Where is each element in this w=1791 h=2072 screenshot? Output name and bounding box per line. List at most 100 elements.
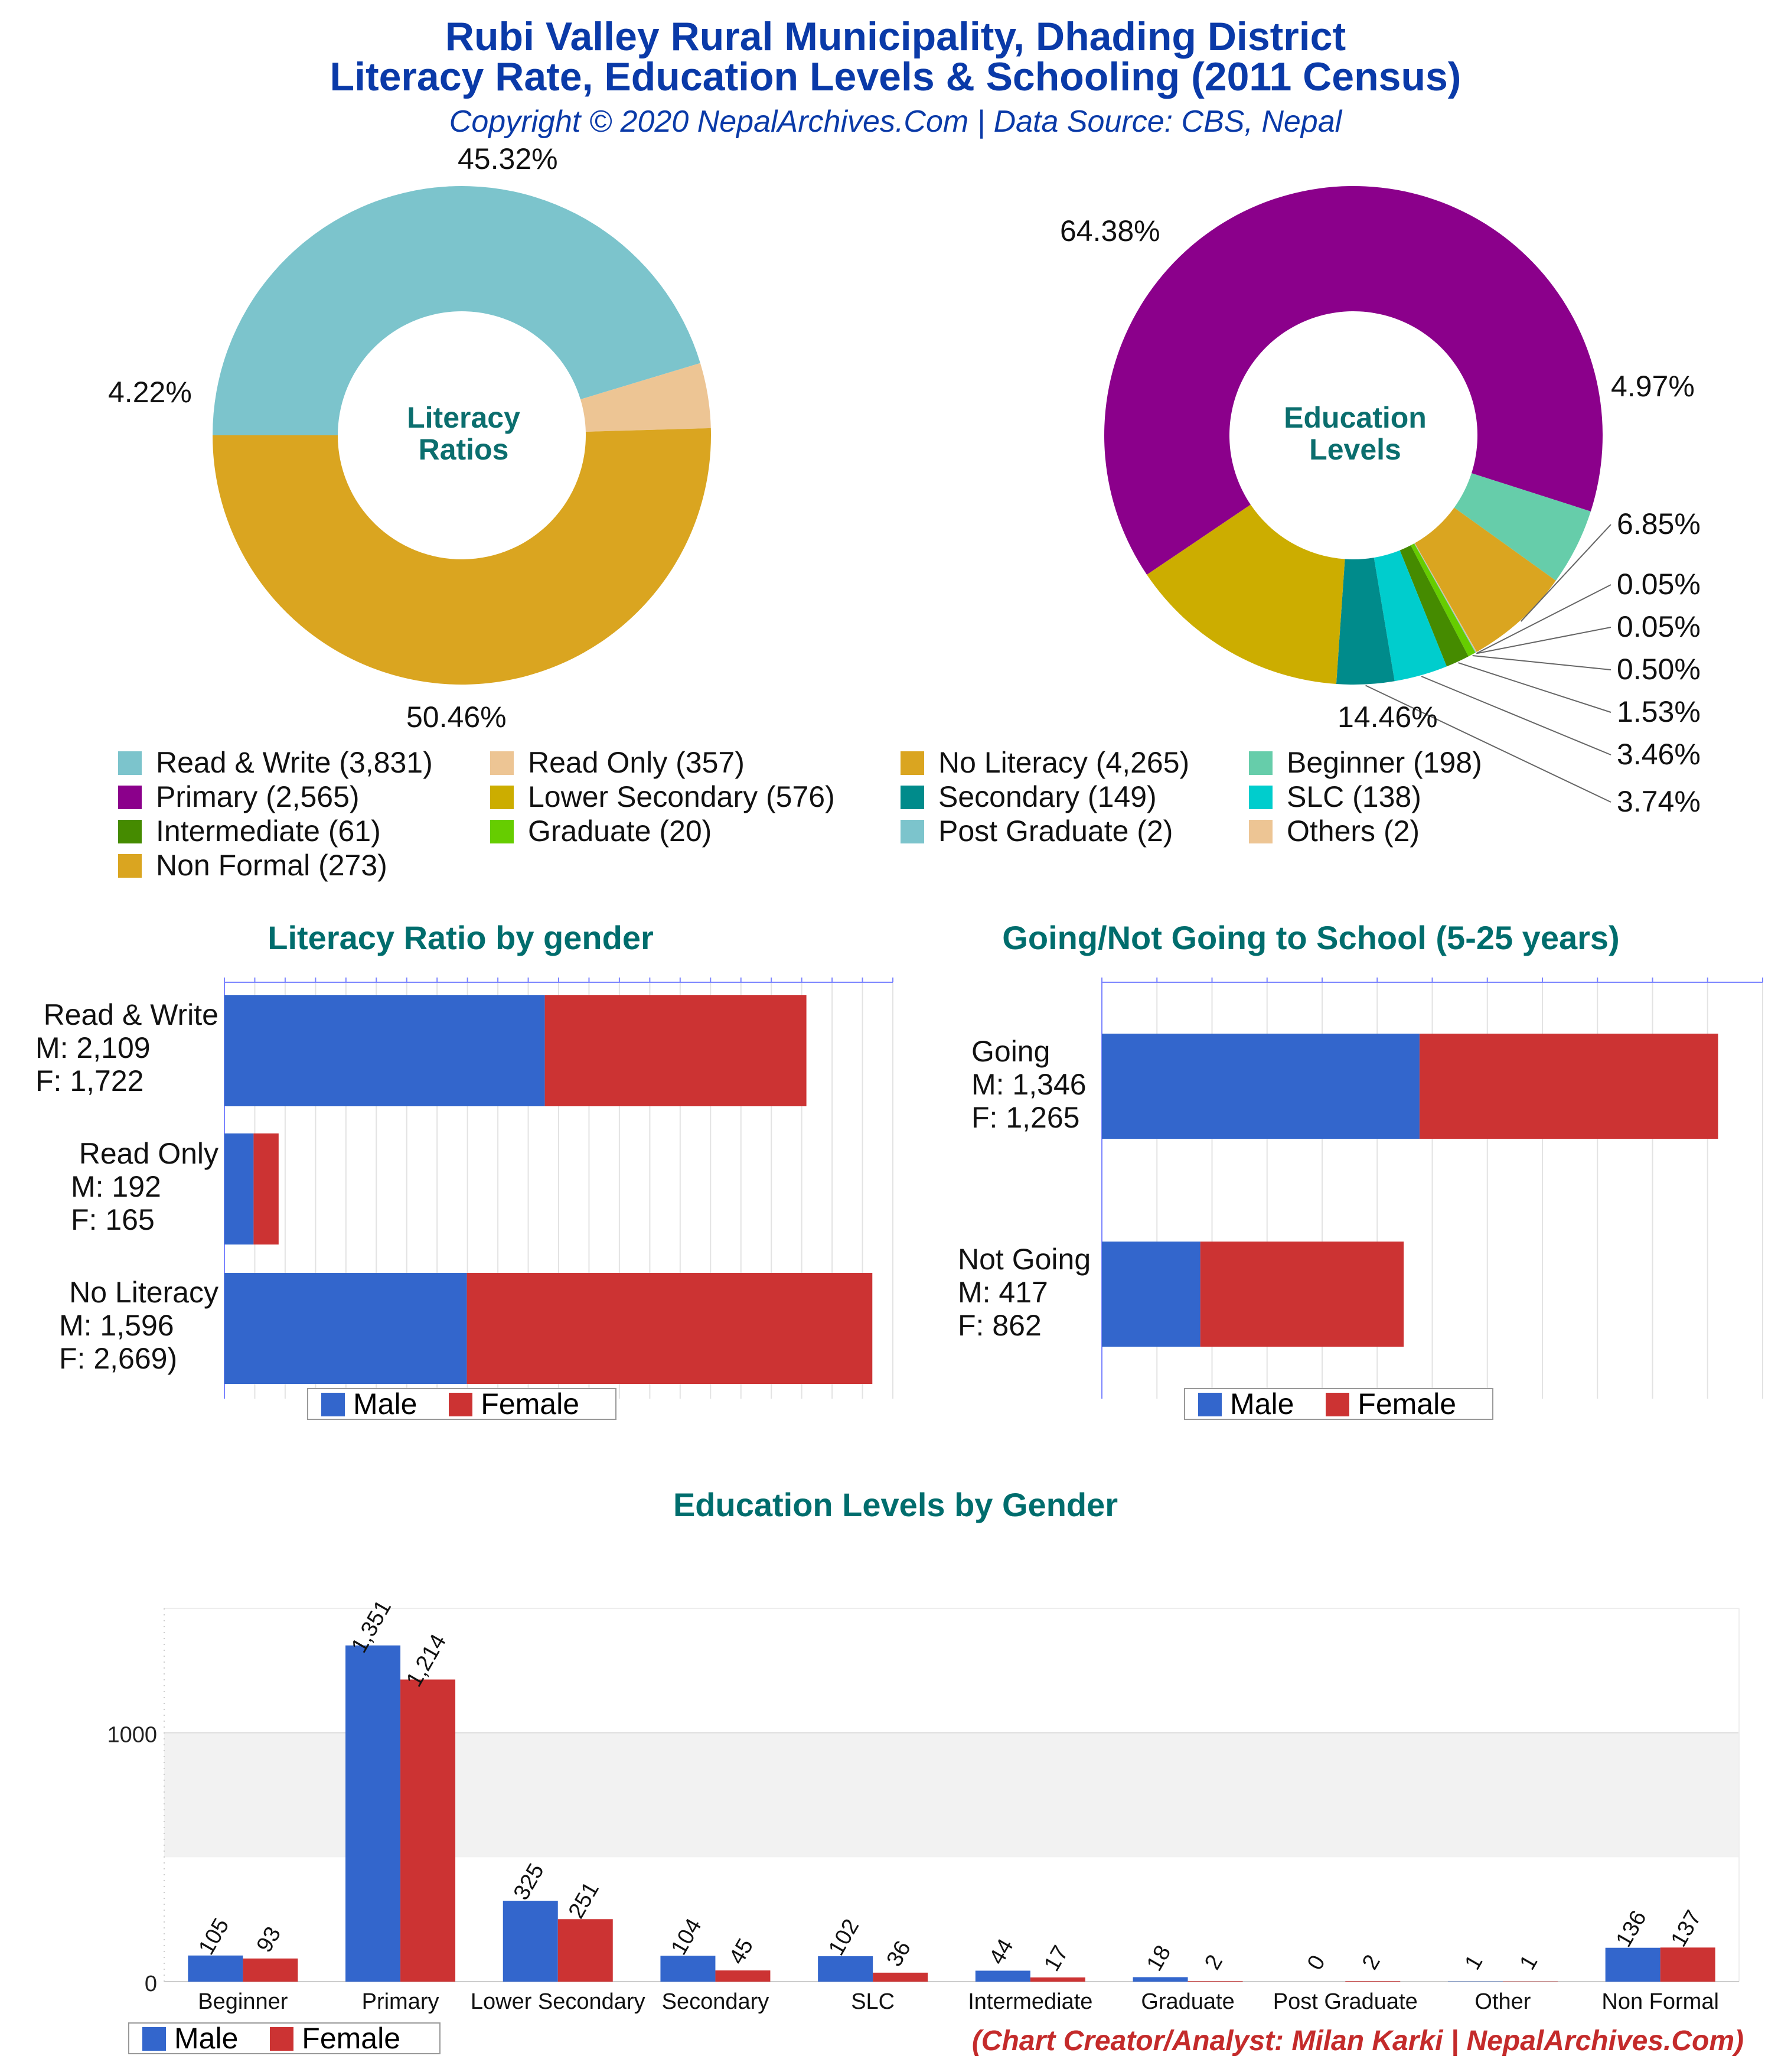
legend-label: Graduate (20) xyxy=(528,815,712,848)
leader-line-intermediate xyxy=(1458,662,1611,713)
bar-male-non-formal xyxy=(1605,1947,1660,1982)
y-tick-label: 0 xyxy=(145,1972,157,1996)
value-label-male-slc: 102 xyxy=(824,1915,864,1960)
education-levels-slice-non-formal xyxy=(1414,507,1556,652)
school-bar-label-not-going: Not Going M: 417 F: 862 xyxy=(958,1243,1091,1342)
x-tick-label-lower-secondary: Lower Secondary xyxy=(471,1989,645,2014)
bar-male-beginner xyxy=(188,1955,243,1982)
female-legend-label: Female xyxy=(302,2022,401,2055)
leader-line-slc xyxy=(1421,676,1611,755)
female-legend-label: Female xyxy=(481,1387,580,1421)
category-name: Read Only xyxy=(79,1137,218,1170)
legend-item-non-formal: Non Formal (273) xyxy=(118,848,387,882)
legend-item-secondary: Secondary (149) xyxy=(901,780,1157,814)
value-label-female-secondary: 45 xyxy=(725,1934,759,1969)
male-swatch xyxy=(142,2027,166,2051)
chart-subtitle: Copyright © 2020 NepalArchives.Com | Dat… xyxy=(449,105,1342,139)
legend-item-slc: SLC (138) xyxy=(1249,780,1421,814)
female-count: F: 2,669) xyxy=(59,1342,178,1375)
legend-swatch xyxy=(118,854,142,878)
school-going-bar-female-going xyxy=(1419,1034,1718,1139)
education-levels-slice-slc xyxy=(1374,550,1447,682)
bar-male-lower-secondary xyxy=(503,1901,558,1982)
chart-title-line1: Rubi Valley Rural Municipality, Dhading … xyxy=(445,14,1346,59)
category-name: Going xyxy=(971,1035,1051,1068)
legend-label: Post Graduate (2) xyxy=(938,815,1173,848)
value-label-female-non-formal: 137 xyxy=(1666,1906,1707,1951)
female-swatch xyxy=(449,1393,473,1416)
pie-slice-label-primary: 64.38% xyxy=(1060,214,1160,247)
male-swatch xyxy=(321,1393,345,1416)
value-label-male-secondary: 104 xyxy=(667,1914,707,1959)
legend-swatch xyxy=(118,786,142,809)
education-levels-slice-primary xyxy=(1104,186,1603,575)
school-gender-legend: Male Female xyxy=(1184,1388,1493,1420)
legend-item-primary: Primary (2,565) xyxy=(118,780,360,814)
male-count: M: 1,346 xyxy=(971,1068,1087,1101)
pie-slice-label-slc: 3.46% xyxy=(1617,738,1701,771)
bar-female-graduate xyxy=(1188,1981,1243,1982)
female-count: F: 862 xyxy=(958,1309,1042,1342)
literacy-gender-bar-male-read-write xyxy=(224,995,545,1106)
leader-line-others xyxy=(1476,584,1611,654)
literacy-gender-bar-male-no-literacy xyxy=(224,1273,467,1384)
education-levels-slice-secondary xyxy=(1336,558,1395,685)
legend-item-read-write: Read & Write (3,831) xyxy=(118,745,433,780)
legend-item-read-only: Read Only (357) xyxy=(490,745,745,780)
education-levels-label-line1: Education xyxy=(1284,401,1427,434)
literacy-bar-label-read-only: Read Only M: 192 F: 165 xyxy=(35,1137,218,1236)
education-levels-slice-lower-secondary xyxy=(1147,504,1345,684)
pie-slice-label-intermediate: 1.53% xyxy=(1617,695,1701,728)
leader-line-post-graduate xyxy=(1476,627,1611,654)
legend-label: Beginner (198) xyxy=(1287,746,1482,779)
legend-label: Others (2) xyxy=(1287,815,1420,848)
category-name: Not Going xyxy=(958,1243,1091,1276)
pie-slice-label-beginner: 4.97% xyxy=(1611,370,1695,403)
bar-female-post-graduate xyxy=(1345,1981,1401,1982)
literacy-ratios-label-line1: Literacy xyxy=(407,401,520,434)
value-label-male-beginner: 105 xyxy=(194,1914,234,1959)
bar-female-intermediate xyxy=(1030,1977,1085,1982)
leader-line-non-formal xyxy=(1520,524,1611,622)
legend-label: Lower Secondary (576) xyxy=(528,780,835,813)
pie-slice-label-post-graduate: 0.05% xyxy=(1617,610,1701,643)
legend-swatch xyxy=(490,786,514,809)
x-tick-label-non-formal: Non Formal xyxy=(1601,1989,1719,2014)
value-label-female-post-graduate: 2 xyxy=(1358,1951,1385,1974)
female-count: F: 165 xyxy=(71,1203,155,1236)
education-by-gender-title: Education Levels by Gender xyxy=(673,1486,1118,1523)
value-label-male-non-formal: 136 xyxy=(1611,1907,1652,1952)
leader-line-secondary xyxy=(1365,685,1611,803)
pie-slice-label-read-write: 45.32% xyxy=(458,142,558,175)
x-tick-label-intermediate: Intermediate xyxy=(968,1989,1092,2014)
legend-swatch xyxy=(901,786,924,809)
legend-swatch xyxy=(118,751,142,775)
literacy-bar-label-no-literacy: No Literacy M: 1,596 F: 2,669) xyxy=(35,1276,218,1375)
pie-slice-label-no-literacy: 50.46% xyxy=(406,701,507,734)
legend-label: No Literacy (4,265) xyxy=(938,746,1190,779)
value-label-male-lower-secondary: 325 xyxy=(509,1859,549,1904)
pie-slice-label-secondary: 3.74% xyxy=(1617,785,1701,818)
legend-swatch xyxy=(1249,751,1273,775)
x-tick-label-post-graduate: Post Graduate xyxy=(1273,1989,1418,2014)
literacy-gender-bar-female-read-write xyxy=(544,995,807,1106)
education-gender-legend: Male Female xyxy=(128,2022,441,2054)
value-label-female-intermediate: 17 xyxy=(1039,1941,1074,1976)
x-tick-label-secondary: Secondary xyxy=(662,1989,769,2014)
legend-item-no-literacy: No Literacy (4,265) xyxy=(901,745,1189,780)
school-going-bar-female-not-going xyxy=(1200,1242,1404,1347)
legend-label: Read Only (357) xyxy=(528,746,745,779)
literacy-ratios-center-label: Literacy Ratios xyxy=(372,402,555,465)
literacy-gender-legend: Male Female xyxy=(307,1388,616,1420)
bar-female-secondary xyxy=(715,1970,771,1982)
legend-swatch xyxy=(1249,786,1273,809)
legend-label: SLC (138) xyxy=(1287,780,1421,813)
literacy-ratios-slice-no-literacy xyxy=(213,428,711,685)
literacy-ratios-slice-read-only xyxy=(580,363,711,432)
male-count: M: 1,596 xyxy=(59,1309,174,1342)
male-count: M: 2,109 xyxy=(35,1031,151,1064)
legend-item-lower-secondary: Lower Secondary (576) xyxy=(490,780,835,814)
legend-swatch xyxy=(1249,820,1273,843)
education-levels-slice-graduate xyxy=(1410,543,1476,657)
